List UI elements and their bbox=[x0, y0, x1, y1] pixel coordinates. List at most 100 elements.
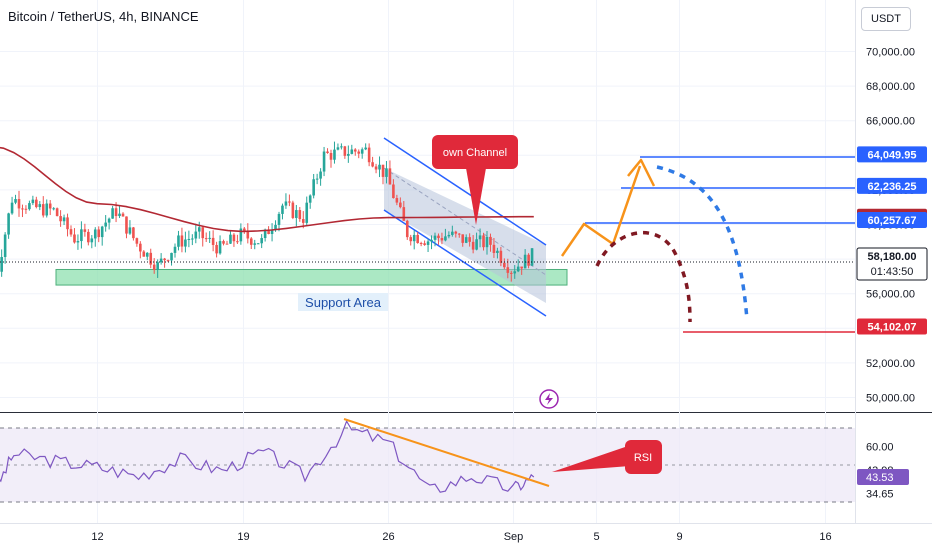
candle-body bbox=[159, 258, 163, 263]
candle-body bbox=[263, 229, 267, 239]
candle-body bbox=[38, 204, 42, 208]
time-tick-label: 19 bbox=[237, 531, 249, 543]
price-tag-label: 54,102.07 bbox=[868, 322, 917, 334]
candle-body bbox=[423, 243, 426, 245]
support-label: Support Area bbox=[305, 295, 382, 310]
candle-body bbox=[62, 217, 66, 222]
support-label-bg bbox=[298, 293, 388, 311]
candle-body bbox=[253, 243, 257, 245]
blue-dashed-arc[interactable] bbox=[656, 165, 749, 321]
candle-body bbox=[93, 229, 97, 239]
candle-body bbox=[454, 231, 458, 234]
price-tick-label: 56,000.00 bbox=[866, 289, 915, 301]
candle-body bbox=[430, 239, 433, 242]
lightning-bolt-glyph bbox=[545, 393, 553, 405]
price-tag bbox=[857, 318, 927, 335]
candle-body bbox=[489, 236, 492, 245]
candle-body bbox=[121, 213, 125, 217]
price-tick-label: 68,000.00 bbox=[866, 81, 915, 93]
candle-body bbox=[69, 229, 73, 235]
price-tick-label: 66,000.00 bbox=[866, 116, 915, 128]
candle-body bbox=[187, 238, 191, 240]
channel-callout-pointer bbox=[466, 168, 486, 225]
candle-body bbox=[308, 195, 312, 203]
candle-body bbox=[135, 238, 139, 244]
channel-lower-line[interactable] bbox=[383, 209, 547, 317]
rsi-line bbox=[0, 419, 535, 493]
candle-body bbox=[516, 266, 520, 272]
candle-body bbox=[177, 235, 180, 247]
candle-body bbox=[284, 201, 288, 206]
candle-body bbox=[451, 231, 454, 235]
price-tick-label: 52,000.00 bbox=[866, 358, 915, 370]
candle-body bbox=[513, 271, 517, 274]
chart-title: Bitcoin / TetherUS, 4h, BINANCE bbox=[8, 9, 199, 24]
candle-body bbox=[405, 220, 409, 238]
candle-body bbox=[107, 218, 111, 223]
candle-body bbox=[243, 228, 246, 231]
candle-body bbox=[249, 238, 253, 245]
candle-body bbox=[412, 234, 416, 242]
candle-body bbox=[114, 208, 118, 217]
rsi-value-tag bbox=[857, 468, 909, 485]
price-tag-label: 62,236.25 bbox=[868, 181, 917, 193]
candle-body bbox=[222, 241, 225, 244]
maroon-dashed-arc[interactable] bbox=[595, 230, 692, 323]
channel-callout[interactable] bbox=[432, 135, 518, 169]
candle-body bbox=[281, 205, 284, 214]
candle-body bbox=[256, 243, 260, 245]
time-axis[interactable]: 12 19 26 Sep 5 9 16 bbox=[91, 531, 831, 543]
candle-body bbox=[87, 231, 90, 243]
candle-body bbox=[246, 230, 250, 239]
candle-body bbox=[468, 237, 471, 242]
candle-body bbox=[374, 166, 378, 170]
price-tag-label: 60,257.67 bbox=[868, 215, 917, 227]
candle-body bbox=[73, 234, 76, 243]
candle-body bbox=[156, 262, 159, 270]
candle-body bbox=[520, 266, 523, 269]
rsi-callout[interactable] bbox=[625, 440, 662, 474]
currency-selector[interactable]: USDT bbox=[861, 7, 911, 31]
candle-body bbox=[367, 147, 371, 163]
rsi-trendline[interactable] bbox=[343, 418, 550, 487]
moving-average-line bbox=[0, 146, 534, 233]
time-tick-label: 12 bbox=[91, 531, 103, 543]
candle-body bbox=[305, 202, 309, 223]
candle-body bbox=[163, 258, 166, 261]
candle-body bbox=[274, 224, 277, 230]
candle-body bbox=[301, 219, 305, 223]
candle-body bbox=[295, 210, 298, 218]
price-tick-label: 50,000.00 bbox=[866, 393, 915, 405]
candle-body bbox=[17, 199, 21, 209]
support-zone[interactable] bbox=[55, 268, 568, 286]
candle-body bbox=[52, 208, 55, 210]
candle-body bbox=[496, 250, 499, 253]
candle-body bbox=[433, 235, 437, 240]
time-tick-label: 16 bbox=[819, 531, 831, 543]
candle-body bbox=[440, 238, 444, 241]
candle-body bbox=[208, 237, 211, 239]
candle-body bbox=[191, 238, 194, 240]
price-tick-label: 70,000.00 bbox=[866, 47, 915, 59]
channel-callout-text: own Channel bbox=[443, 147, 507, 159]
candle-body bbox=[350, 149, 354, 154]
orange-projection-path[interactable] bbox=[560, 165, 642, 257]
candle-body bbox=[482, 235, 485, 248]
candle-body bbox=[83, 229, 87, 232]
rsi-callout-text: RSI bbox=[634, 452, 652, 464]
candle-body bbox=[385, 168, 388, 177]
candle-body bbox=[128, 227, 132, 234]
candle-body bbox=[166, 260, 170, 262]
price-tag bbox=[857, 146, 927, 163]
orange-arrowhead bbox=[627, 158, 656, 187]
candle-body bbox=[125, 216, 128, 234]
candle-body bbox=[80, 229, 83, 242]
candle-body bbox=[55, 208, 59, 217]
candle-body bbox=[173, 246, 177, 253]
candle-body bbox=[444, 236, 447, 241]
candle-body bbox=[10, 202, 14, 214]
channel-upper-line[interactable] bbox=[383, 137, 547, 246]
candle-body bbox=[152, 264, 156, 270]
candle-body bbox=[464, 237, 468, 243]
